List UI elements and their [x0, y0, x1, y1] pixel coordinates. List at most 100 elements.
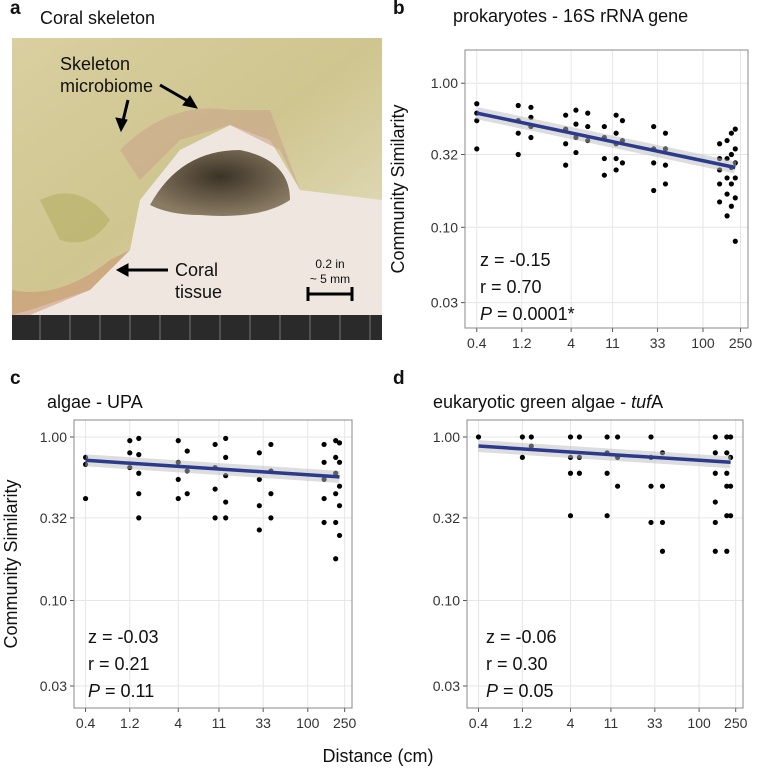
- plot-border: [466, 419, 744, 709]
- chart-title: eukaryotic green algae - tufA: [433, 392, 663, 412]
- point: [712, 470, 718, 476]
- point: [651, 123, 657, 130]
- x-tick-label: 11: [212, 715, 227, 731]
- point: [223, 515, 229, 521]
- x-tick-label: 0.4: [467, 335, 487, 351]
- point: [659, 519, 666, 526]
- y-tick-label: 0.10: [40, 592, 67, 608]
- y-tick-label: 1.00: [431, 75, 458, 91]
- point: [223, 499, 229, 505]
- title-part: A: [651, 392, 663, 412]
- point: [648, 434, 654, 440]
- point: [724, 434, 730, 440]
- point: [604, 470, 610, 476]
- point: [567, 434, 574, 440]
- point: [223, 435, 229, 442]
- point: [336, 532, 343, 539]
- point: [724, 483, 730, 489]
- point: [519, 454, 525, 461]
- scale-label: 0.2 in: [315, 257, 344, 271]
- y-tick-label: 0.10: [433, 592, 460, 608]
- point: [475, 434, 482, 440]
- plot-border: [464, 49, 749, 329]
- panel-label: d: [393, 368, 405, 389]
- stat-label: z = -0.06: [486, 627, 557, 647]
- x-tick-label: 4: [567, 715, 575, 731]
- point: [563, 162, 569, 168]
- point: [212, 486, 218, 492]
- point: [333, 519, 339, 526]
- point: [717, 141, 723, 147]
- p-value: = 0.11: [105, 681, 154, 701]
- point: [576, 470, 583, 476]
- y-tick-label: 0.03: [40, 678, 67, 694]
- point: [728, 434, 734, 440]
- y-tick-label: 1.00: [40, 429, 67, 445]
- point: [573, 149, 579, 156]
- scale-label: ~ 5 mm: [310, 272, 350, 286]
- point: [732, 126, 738, 132]
- point: [648, 519, 654, 526]
- stat-label: r = 0.70: [480, 277, 542, 297]
- point: [333, 438, 339, 444]
- point: [728, 483, 734, 489]
- point: [732, 195, 738, 201]
- p-value: = 0.0001*: [497, 304, 575, 324]
- point: [567, 513, 574, 519]
- point: [717, 181, 723, 187]
- point: [724, 548, 730, 554]
- point: [651, 160, 657, 166]
- stat-label: P = 0.0001*: [480, 304, 575, 324]
- point: [585, 110, 591, 116]
- point: [528, 134, 534, 141]
- point: [712, 519, 718, 526]
- point: [175, 495, 181, 502]
- point: [728, 130, 734, 136]
- point: [136, 435, 142, 442]
- point: [474, 146, 480, 152]
- photo: [12, 38, 382, 340]
- photo-label: microbiome: [60, 76, 153, 96]
- point: [614, 434, 621, 440]
- p-symbol: P: [486, 681, 498, 701]
- x-tick-label: 100: [687, 715, 711, 731]
- point: [333, 556, 339, 562]
- point: [573, 107, 579, 113]
- point: [724, 513, 730, 519]
- x-tick-label: 1.2: [512, 335, 532, 351]
- point: [474, 101, 480, 107]
- point: [136, 491, 142, 497]
- p-value: = 0.05: [503, 681, 554, 701]
- y-tick-label: 0.10: [431, 219, 458, 235]
- p-symbol: P: [88, 681, 100, 701]
- point: [127, 450, 133, 456]
- point: [567, 470, 574, 476]
- point: [712, 499, 718, 505]
- point: [732, 175, 738, 181]
- point: [515, 102, 521, 109]
- y-tick-label: 0.03: [431, 295, 458, 311]
- point: [728, 513, 734, 519]
- point: [601, 123, 607, 130]
- point: [717, 199, 723, 205]
- point: [712, 548, 718, 554]
- panel-label: a: [10, 0, 21, 19]
- photo-title: Coral skeleton: [40, 8, 155, 28]
- fit-line: [476, 111, 736, 170]
- x-tick-label: 4: [174, 715, 182, 731]
- point: [601, 172, 607, 178]
- fit-line: [478, 444, 731, 465]
- point: [212, 441, 218, 448]
- point: [223, 454, 229, 461]
- y-tick-label: 0.32: [433, 510, 460, 526]
- point: [712, 450, 718, 456]
- p-symbol: P: [480, 304, 492, 324]
- point: [648, 483, 654, 489]
- title-part: eukaryotic green algae -: [433, 392, 631, 412]
- point: [175, 438, 181, 444]
- point: [136, 470, 142, 476]
- x-tick-label: 4: [567, 335, 575, 351]
- point: [662, 130, 669, 136]
- x-tick-label: 1.2: [120, 715, 140, 731]
- point: [321, 441, 327, 448]
